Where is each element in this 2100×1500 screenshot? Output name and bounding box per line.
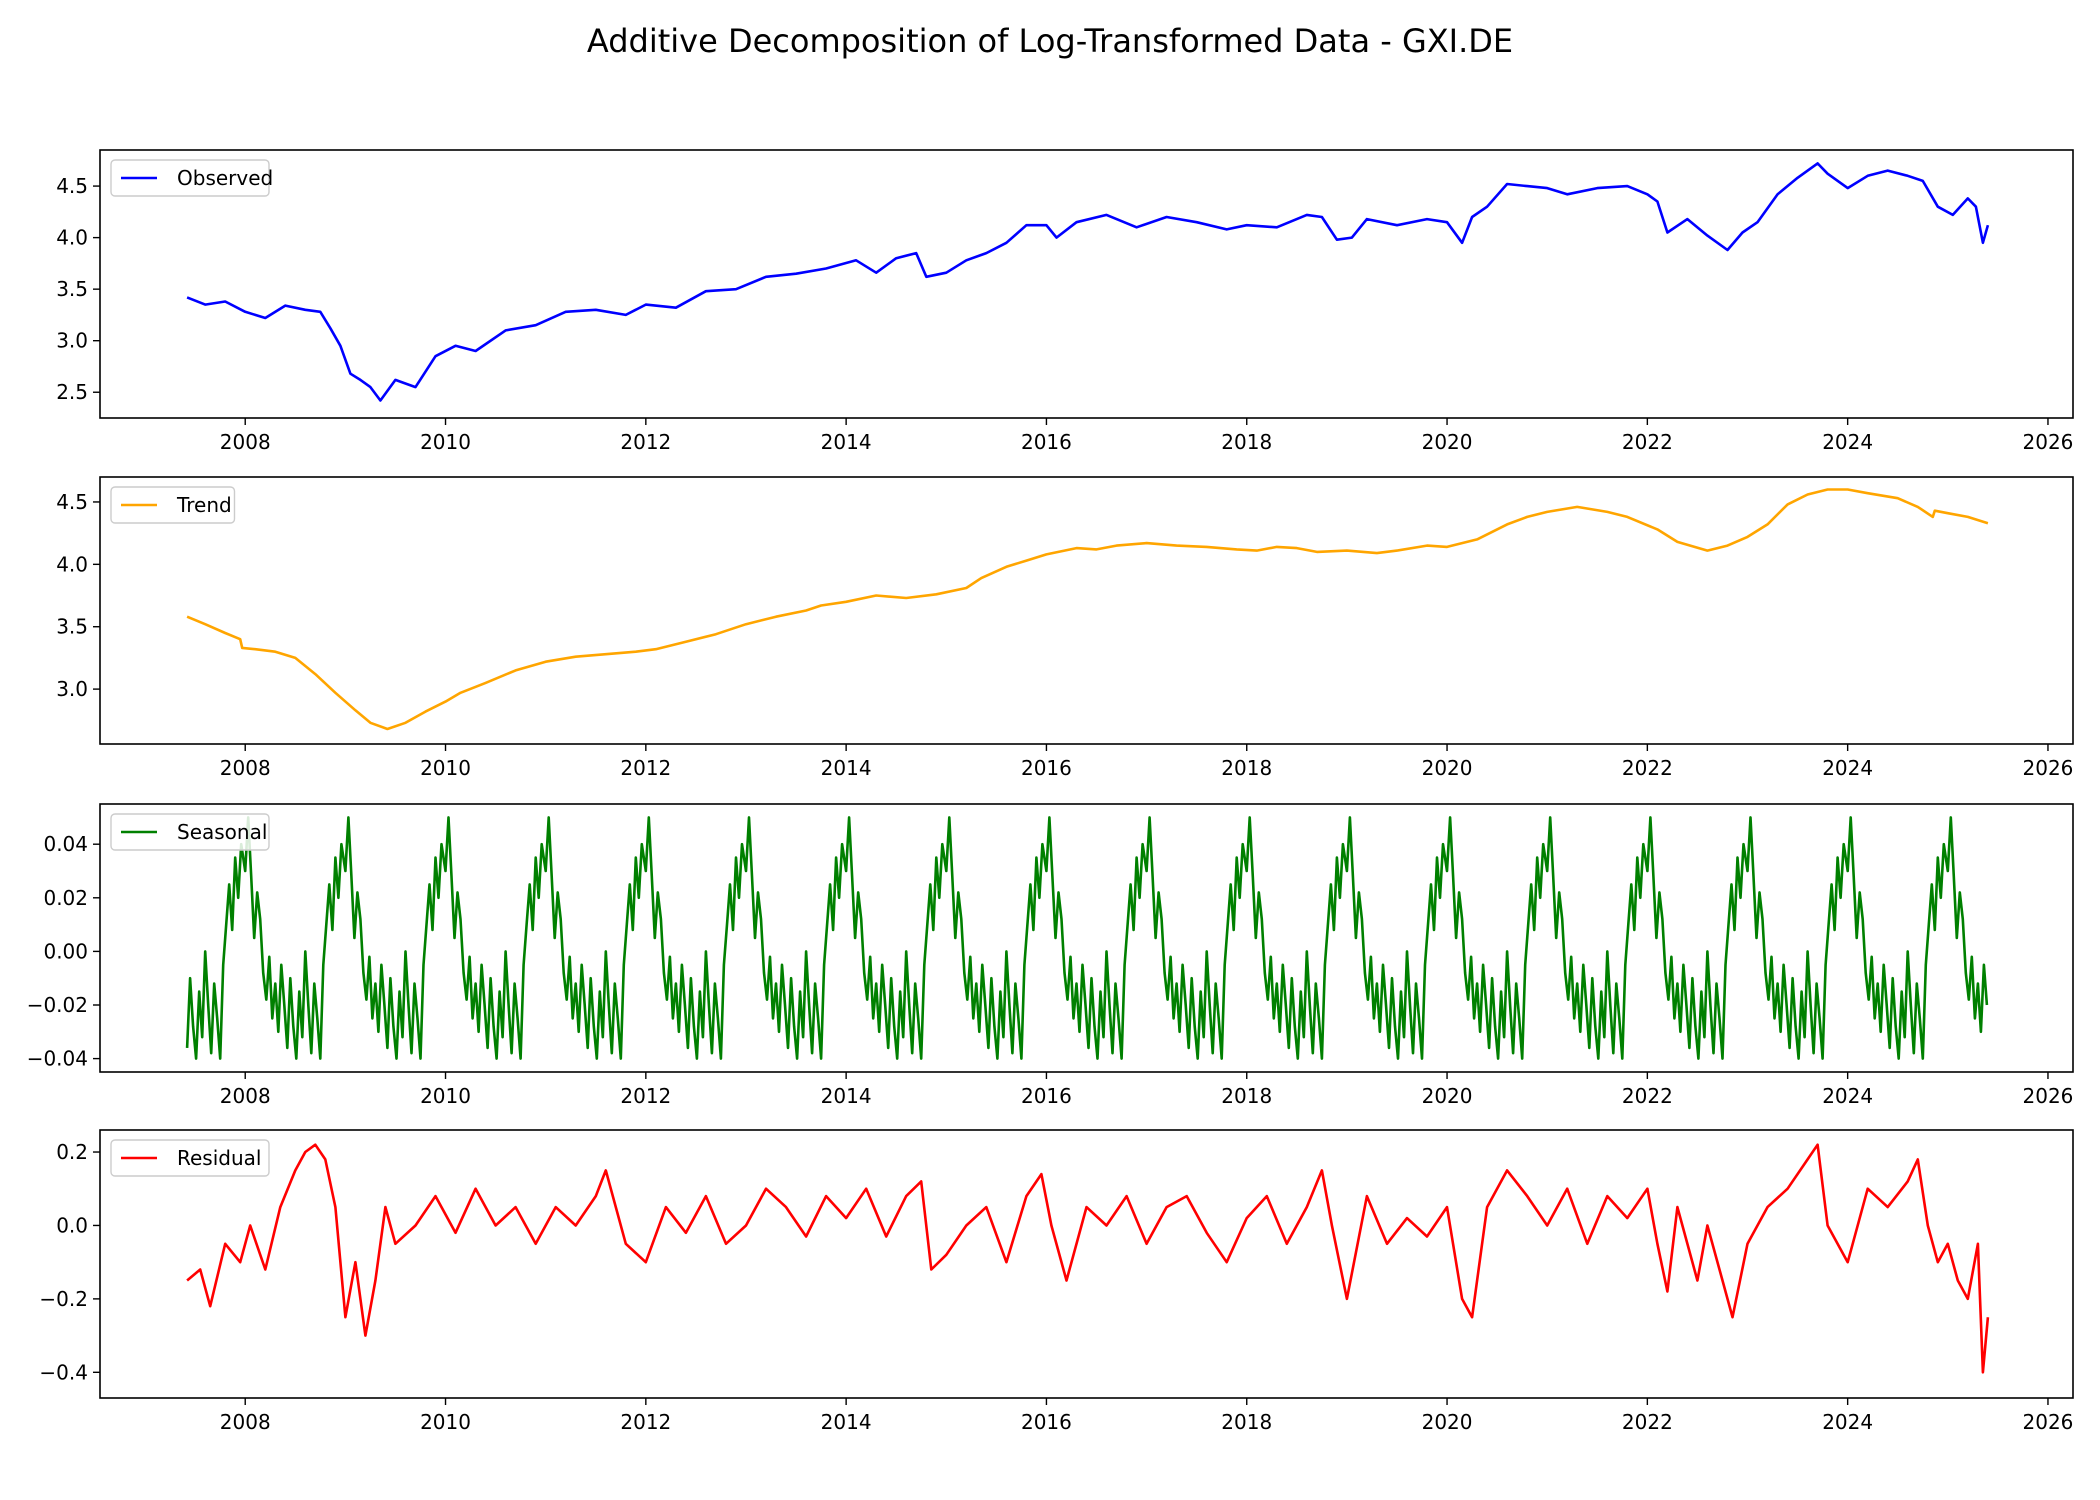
observed-x-tick-label: 2018 [1221, 430, 1272, 454]
residual-x-tick-label: 2026 [2023, 1410, 2074, 1434]
trend-legend: Trend [110, 486, 236, 524]
seasonal-x-tick-label: 2026 [2023, 1084, 2074, 1108]
observed-x-tick-label: 2022 [1622, 430, 1673, 454]
trend-y-tick-label: 3.0 [56, 677, 88, 701]
seasonal-x-tick-label: 2014 [821, 1084, 872, 1108]
trend-x-tick-label: 2016 [1021, 756, 1072, 780]
observed-x-tick-label: 2008 [220, 430, 271, 454]
trend-axes-frame [99, 476, 2074, 745]
residual-panel: 2008 2010 2012 2014 2016 2018 2020 2022 2024 2026… [39, 1129, 2074, 1434]
observed-y-tick-label: 3.0 [56, 329, 88, 353]
observed-x-tick-label: 2024 [1822, 430, 1873, 454]
residual-series-line [186, 1143, 1990, 1374]
residual-x-tick-label: 2024 [1822, 1410, 1873, 1434]
figure-title: Additive Decomposition of Log-Transforme… [586, 22, 1514, 60]
seasonal-legend-box [110, 813, 270, 851]
seasonal-x-tick-label: 2018 [1221, 1084, 1272, 1108]
residual-legend-box [110, 1139, 270, 1177]
residual-y-tick-label: 0.0 [56, 1213, 88, 1237]
seasonal-x-tick-label: 2024 [1822, 1084, 1873, 1108]
observed-x-tick-label: 2012 [620, 430, 671, 454]
seasonal-x-tick-label: 2022 [1622, 1084, 1673, 1108]
residual-y-tick-label: 0.2 [56, 1140, 88, 1164]
trend-x-tick-label: 2020 [1422, 756, 1473, 780]
observed-y-tick-label: 3.5 [56, 277, 88, 301]
observed-y-tick-label: 4.0 [56, 226, 88, 250]
observed-axes-frame [99, 149, 2074, 419]
trend-x-tick-label: 2022 [1622, 756, 1673, 780]
trend-series-line [186, 488, 1989, 731]
seasonal-x-tick-label: 2016 [1021, 1084, 1072, 1108]
observed-legend-label: Observed [177, 166, 273, 190]
seasonal-axes-frame [99, 803, 2074, 1073]
seasonal-x-tick-label: 2008 [220, 1084, 271, 1108]
observed-y-tick-label: 4.5 [56, 174, 88, 198]
residual-x-tick-label: 2008 [220, 1410, 271, 1434]
seasonal-y-tick-label: 0.02 [43, 886, 88, 910]
observed-panel: 2008 2010 2012 2014 2016 2018 2020 2022 2024 2026… [56, 149, 2074, 454]
seasonal-x-tick-label: 2020 [1422, 1084, 1473, 1108]
seasonal-y-tick-label: 0.00 [43, 939, 88, 963]
seasonal-series-line [185, 816, 1989, 1060]
trend-legend-box [110, 486, 236, 524]
residual-legend-label: Residual [177, 1146, 261, 1170]
residual-axes-frame [99, 1129, 2074, 1399]
residual-x-tick-label: 2022 [1622, 1410, 1673, 1434]
seasonal-x-tick-label: 2012 [620, 1084, 671, 1108]
trend-y-tick-label: 4.0 [56, 552, 88, 576]
residual-y-tick-label: −0.4 [39, 1360, 88, 1384]
trend-x-tick-label: 2024 [1822, 756, 1873, 780]
residual-x-tick-label: 2014 [821, 1410, 872, 1434]
residual-legend: Residual [110, 1139, 270, 1177]
observed-legend: Observed [110, 159, 273, 197]
observed-series-line [186, 162, 1990, 402]
seasonal-y-tick-label: −0.04 [27, 1047, 88, 1071]
observed-y-tick-label: 2.5 [56, 380, 88, 404]
residual-x-tick-label: 2010 [420, 1410, 471, 1434]
trend-x-tick-label: 2026 [2023, 756, 2074, 780]
observed-x-tick-label: 2014 [821, 430, 872, 454]
seasonal-y-tick-label: 0.04 [43, 832, 88, 856]
trend-x-tick-label: 2012 [620, 756, 671, 780]
residual-x-tick-label: 2016 [1021, 1410, 1072, 1434]
trend-panel: 2008 2010 2012 2014 2016 2018 2020 2022 2024 2026… [56, 476, 2074, 780]
seasonal-y-tick-label: −0.02 [27, 993, 88, 1017]
seasonal-x-tick-label: 2010 [420, 1084, 471, 1108]
trend-legend-label: Trend [176, 493, 232, 517]
observed-x-tick-label: 2026 [2023, 430, 2074, 454]
residual-x-tick-label: 2018 [1221, 1410, 1272, 1434]
trend-y-tick-label: 4.5 [56, 490, 88, 514]
residual-y-tick-label: −0.2 [39, 1287, 88, 1311]
observed-legend-box [110, 159, 270, 197]
seasonal-legend-label: Seasonal [177, 820, 267, 844]
trend-x-tick-label: 2018 [1221, 756, 1272, 780]
residual-x-tick-label: 2020 [1422, 1410, 1473, 1434]
residual-x-tick-label: 2012 [620, 1410, 671, 1434]
seasonal-panel: 2008 2010 2012 2014 2016 2018 2020 2022 2024 2026… [27, 803, 2074, 1108]
observed-x-tick-label: 2016 [1021, 430, 1072, 454]
observed-x-tick-label: 2010 [420, 430, 471, 454]
seasonal-legend: Seasonal [110, 813, 270, 851]
trend-x-tick-label: 2008 [220, 756, 271, 780]
trend-x-tick-label: 2014 [821, 756, 872, 780]
observed-x-tick-label: 2020 [1422, 430, 1473, 454]
trend-y-tick-label: 3.5 [56, 615, 88, 639]
trend-x-tick-label: 2010 [420, 756, 471, 780]
